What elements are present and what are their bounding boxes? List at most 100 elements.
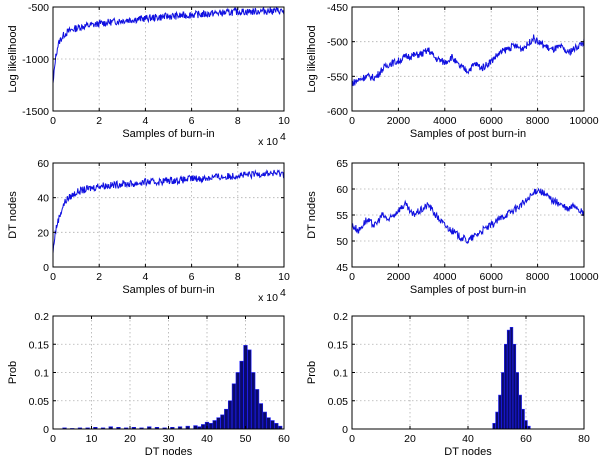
p4-xtick-label: 0 — [349, 271, 355, 283]
p6-bar — [504, 343, 508, 430]
p5-bar — [201, 424, 206, 430]
p5-ytick-label: 0.05 — [29, 396, 50, 408]
p4-ytick-label: 55 — [336, 210, 348, 222]
p1-ytick-label: -1000 — [22, 54, 49, 66]
p6-bar — [506, 329, 511, 430]
p2-xtick-label: 8000 — [526, 115, 550, 127]
p4-xtick-label: 8000 — [526, 271, 550, 283]
p5-xtick-label: 40 — [201, 433, 213, 445]
p5-bar — [235, 372, 240, 430]
p2-series-line — [351, 34, 585, 87]
p3-y-axis-label: DT nodes — [7, 191, 19, 239]
p4-ytick-label: 45 — [336, 262, 348, 274]
p1-exponent-power: 4 — [280, 131, 286, 143]
p4-xtick-label: 2000 — [387, 271, 411, 283]
p6-bar — [512, 343, 517, 430]
p6-bar — [509, 326, 514, 430]
p4-ytick-label: 50 — [336, 236, 348, 248]
p5-bar — [262, 411, 267, 430]
p2-axes-box — [351, 6, 585, 112]
p5-bar — [243, 345, 248, 430]
p1-xtick-label: 4 — [142, 115, 148, 127]
p6-bar — [495, 411, 499, 430]
p5-bar — [239, 360, 244, 430]
p2-x-axis-label: Samples of post burn-in — [410, 128, 526, 140]
p6-x-axis-label: DT nodes — [444, 446, 492, 458]
p6-bar — [518, 394, 522, 430]
p6-xtick-label: 60 — [520, 433, 532, 445]
p2-xtick-label: 4000 — [433, 115, 457, 127]
p5-xtick-label: 10 — [86, 433, 98, 445]
p5-bar — [227, 400, 233, 430]
p5-xtick-label: 0 — [50, 433, 56, 445]
p6-bar — [515, 372, 519, 430]
p5-bar — [208, 423, 213, 430]
p3-ytick-label: 20 — [37, 227, 49, 239]
p6-ytick-label: 0.15 — [328, 339, 349, 351]
p4-x-axis-label: Samples of post burn-in — [410, 284, 526, 296]
p2-xtick-label: 0 — [349, 115, 355, 127]
p1-xtick-label: 10 — [278, 115, 290, 127]
p5-bar — [254, 389, 260, 430]
p5-bar — [220, 414, 225, 430]
p2-ytick-label: -550 — [327, 71, 348, 83]
p5-bar — [231, 383, 237, 430]
p6-ytick-label: 0.1 — [333, 368, 348, 380]
p5-bar — [258, 403, 264, 430]
p4-series-line — [351, 187, 585, 245]
p2-y-axis-label: Log likelihood — [306, 25, 318, 92]
p3-axes-box — [52, 162, 285, 268]
p2-ytick-label: -500 — [327, 37, 348, 49]
p4-ytick-label: 65 — [336, 158, 348, 170]
p2-xtick-label: 2000 — [387, 115, 411, 127]
p6-y-axis-label: Prob — [306, 361, 318, 384]
p2-xtick-label: 6000 — [480, 115, 504, 127]
p1-xtick-label: 0 — [50, 115, 56, 127]
p5-bar — [212, 420, 217, 430]
p1-xtick-label: 2 — [96, 115, 102, 127]
p4-xtick-label: 6000 — [480, 271, 504, 283]
p6-bar — [501, 372, 505, 430]
p5-bar — [274, 423, 279, 430]
p6-xtick-label: 20 — [404, 433, 416, 445]
p3-ytick-label: 0 — [43, 262, 49, 274]
p3-xtick-label: 2 — [96, 271, 102, 283]
p3-series-line — [52, 169, 285, 254]
p6-bar — [521, 408, 525, 430]
p5-bar — [216, 417, 221, 430]
p1-xtick-label: 8 — [235, 115, 241, 127]
p3-xtick-label: 6 — [189, 271, 195, 283]
p5-xtick-label: 50 — [240, 433, 252, 445]
p3-xtick-label: 0 — [50, 271, 56, 283]
p3-xtick-label: 4 — [142, 271, 148, 283]
p4-xtick-label: 10000 — [569, 271, 598, 283]
p5-x-axis-label: DT nodes — [145, 446, 193, 458]
p5-bar — [266, 417, 271, 430]
p1-x-axis-label: Samples of burn-in — [122, 128, 214, 140]
p3-xtick-label: 10 — [278, 271, 290, 283]
p1-series-line — [52, 6, 285, 84]
p6-bar — [492, 423, 496, 430]
p1-ytick-label: -500 — [28, 2, 49, 14]
p5-ytick-label: 0 — [43, 424, 49, 436]
p3-xtick-label: 8 — [235, 271, 241, 283]
p3-x-axis-label: Samples of burn-in — [122, 284, 214, 296]
p2-ytick-label: -450 — [327, 2, 348, 14]
p2-xtick-label: 10000 — [569, 115, 598, 127]
p5-ytick-label: 0.2 — [34, 311, 49, 323]
p5-bar — [251, 372, 256, 430]
p6-xtick-label: 0 — [349, 433, 355, 445]
p5-xtick-label: 20 — [124, 433, 136, 445]
p3-ytick-label: 40 — [37, 193, 49, 205]
p1-xtick-label: 6 — [189, 115, 195, 127]
p5-ytick-label: 0.1 — [34, 368, 49, 380]
p3-exponent-base: x 10 — [258, 292, 278, 304]
p6-ytick-label: 0.05 — [328, 396, 349, 408]
p5-xtick-label: 30 — [163, 433, 175, 445]
p5-bar — [193, 425, 198, 430]
p6-xtick-label: 40 — [462, 433, 474, 445]
p1-exponent-base: x 10 — [258, 136, 278, 148]
p5-xtick-label: 60 — [278, 433, 290, 445]
p3-exponent-power: 4 — [280, 287, 286, 299]
